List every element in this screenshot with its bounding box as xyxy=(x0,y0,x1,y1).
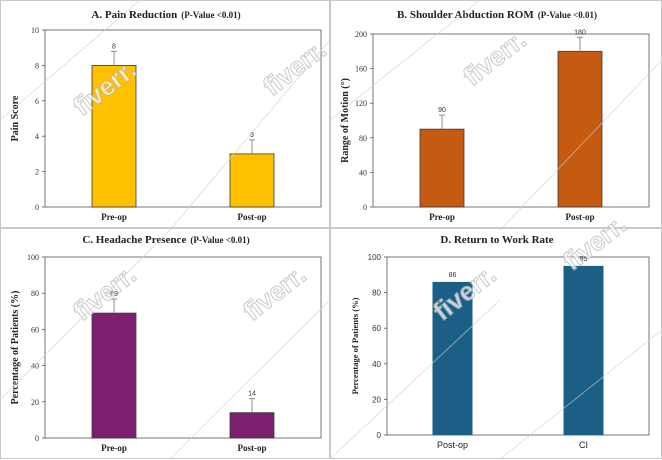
chart-svg: A. Pain Reduction (P-Value <0.01) 0 2 4 6 8 10 P… xyxy=(10,9,322,222)
chart-svg: B. Shoulder Abduction ROM (P-Value <0.01)… xyxy=(340,9,650,222)
data-label: 90 xyxy=(438,107,446,114)
y-tick-label: 160 xyxy=(355,65,367,74)
bar xyxy=(563,265,604,435)
bar xyxy=(91,312,137,439)
plot-area-frame xyxy=(372,33,650,208)
x-tick-label: Post-op xyxy=(238,443,267,453)
bar xyxy=(432,281,473,435)
plot-area-frame xyxy=(44,256,322,439)
y-tick-label: 60 xyxy=(31,325,39,334)
y-tick-label: 200 xyxy=(355,30,367,39)
y-tick-label: 2 xyxy=(35,168,39,177)
bar xyxy=(419,128,465,208)
x-tick-label: Pre-op xyxy=(101,443,127,453)
x-tick-label: Pre-op xyxy=(101,212,127,222)
bar xyxy=(557,50,603,208)
y-tick-label: 0 xyxy=(363,203,367,212)
y-tick-label: 80 xyxy=(372,289,381,298)
chart-panel-return-to-work: D. Return to Work Rate 0 20 40 60 80 100 Percen… xyxy=(330,228,662,459)
x-tick-label: Post-op xyxy=(437,440,468,450)
chart-panel-headache-presence: C. Headache Presence (P-Value <0.01) 0 20 40… xyxy=(0,228,330,459)
y-axis-label: Percentage of Patients (%) xyxy=(10,291,21,405)
chart-title: D. Return to Work Rate xyxy=(440,234,553,246)
data-label: 8 xyxy=(112,43,116,50)
y-axis-label: Percentage of Patients (%) xyxy=(350,297,360,394)
chart-svg: D. Return to Work Rate 0 20 40 60 80 100 Percen… xyxy=(350,234,650,450)
y-tick-label: 0 xyxy=(35,203,39,212)
x-tick-label: Post-op xyxy=(566,212,595,222)
chart-title-text: A. Pain Reduction xyxy=(91,9,177,21)
plot-area-frame xyxy=(386,256,650,436)
chart-subtitle: (P-Value <0.01) xyxy=(181,10,240,20)
y-tick-label: 80 xyxy=(359,134,367,143)
plot-area-frame xyxy=(44,29,322,208)
y-tick-label: 20 xyxy=(31,398,39,407)
chart-title: C. Headache Presence (P-Value <0.01) xyxy=(82,234,249,246)
chart-subtitle: (P-Value <0.01) xyxy=(538,10,597,20)
y-tick-label: 10 xyxy=(31,26,39,35)
y-tick-label: 20 xyxy=(372,395,381,404)
y-tick-label: 40 xyxy=(31,362,39,371)
y-tick-label: 0 xyxy=(35,434,39,443)
data-label: 69 xyxy=(110,291,118,298)
data-label: 180 xyxy=(574,29,586,36)
y-axis-label: Pain Score xyxy=(10,95,21,141)
bar xyxy=(91,65,137,208)
chart-title: B. Shoulder Abduction ROM (P-Value <0.01) xyxy=(397,9,597,21)
x-tick-label: Pre-op xyxy=(429,212,455,222)
data-label: 86 xyxy=(449,272,457,279)
y-tick-label: 120 xyxy=(355,99,367,108)
chart-svg: C. Headache Presence (P-Value <0.01) 0 20 40… xyxy=(10,234,322,453)
x-tick-label: CI xyxy=(579,440,588,450)
chart-title-text: B. Shoulder Abduction ROM xyxy=(397,9,534,21)
x-tick-label: Post-op xyxy=(238,212,267,222)
chart-title-text: D. Return to Work Rate xyxy=(440,234,553,246)
y-tick-label: 100 xyxy=(368,253,382,262)
data-label: 14 xyxy=(248,391,256,398)
data-label: 95 xyxy=(580,256,588,263)
chart-panel-shoulder-abduction: B. Shoulder Abduction ROM (P-Value <0.01)… xyxy=(330,0,662,228)
chart-panel-pain-reduction: A. Pain Reduction (P-Value <0.01) 0 2 4 6 8 10 P… xyxy=(0,0,330,228)
y-axis-label: Range of Motion (°) xyxy=(340,78,351,163)
y-tick-label: 40 xyxy=(372,360,381,369)
bar xyxy=(229,153,275,208)
y-tick-label: 40 xyxy=(359,168,367,177)
y-tick-label: 100 xyxy=(27,253,39,262)
chart-subtitle: (P-Value <0.01) xyxy=(190,235,249,245)
chart-title: A. Pain Reduction (P-Value <0.01) xyxy=(91,9,240,21)
y-tick-label: 60 xyxy=(372,324,381,333)
y-tick-label: 8 xyxy=(35,61,39,70)
y-tick-label: 4 xyxy=(35,132,39,141)
y-tick-label: 80 xyxy=(31,289,39,298)
y-tick-label: 0 xyxy=(377,431,382,440)
chart-title-text: C. Headache Presence xyxy=(82,234,186,246)
data-label: 3 xyxy=(250,132,254,139)
bar xyxy=(229,412,275,439)
y-tick-label: 6 xyxy=(35,97,39,106)
